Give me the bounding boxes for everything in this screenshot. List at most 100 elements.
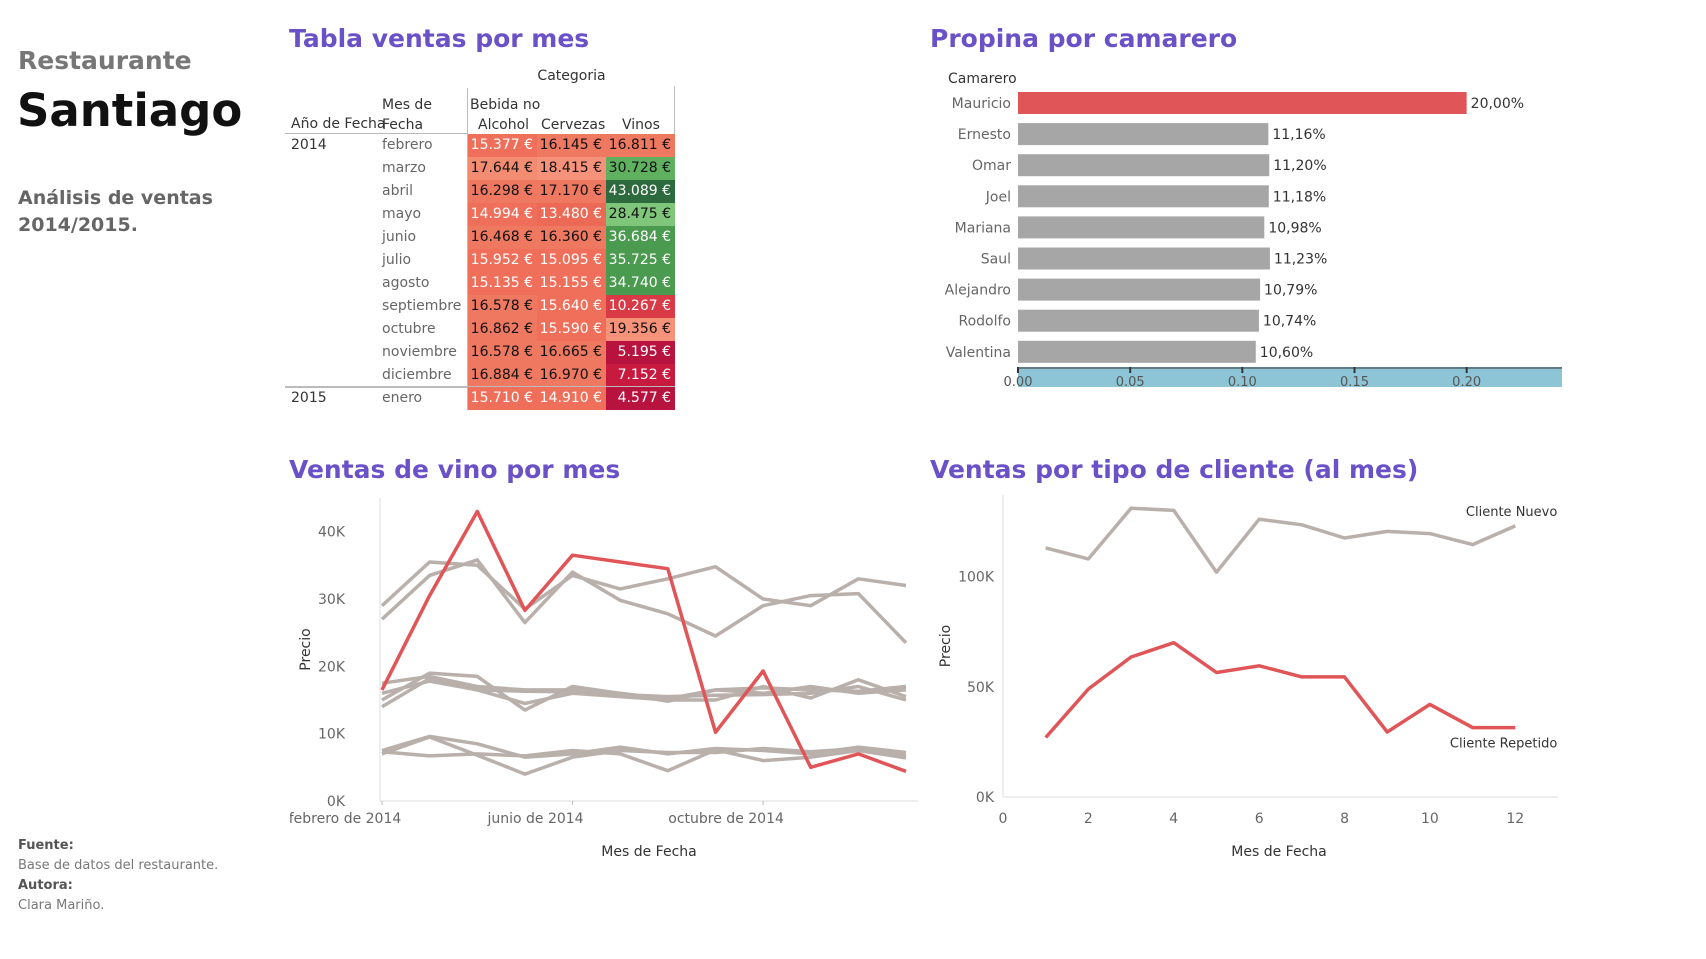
y-tick-label: 30K	[318, 592, 346, 608]
year-cell: 2015	[291, 390, 327, 406]
bar-category-label: Alejandro	[945, 283, 1011, 299]
header-underline	[285, 133, 468, 134]
month-cell: mayo	[382, 206, 422, 222]
dashboard-description: Análisis de ventas 2014/2015.	[18, 187, 213, 236]
bar[interactable]	[1018, 185, 1269, 208]
month-cell: octubre	[382, 321, 436, 337]
x-tick-label: junio de 2014	[486, 811, 583, 827]
col-header-bebida-line1: Bebida no	[470, 97, 541, 113]
month-cell: abril	[382, 183, 414, 199]
wine-chart-title: Ventas de vino por mes	[289, 455, 621, 484]
month-column-header-line2: Fecha	[382, 117, 424, 133]
value-cell: 28.475 €	[606, 203, 675, 226]
x-tick-label: 0	[999, 811, 1008, 827]
value-cell: 17.170 €	[537, 180, 606, 203]
y-tick-label: 40K	[318, 525, 346, 541]
bar-category-label: Rodolfo	[959, 314, 1012, 330]
bar-value-label: 10,79%	[1264, 283, 1317, 299]
x-tick-label: 8	[1340, 811, 1349, 827]
wine-line-chart: 0K 10K 20K 30K 40K febrero de 2014 junio de 20…	[290, 498, 918, 860]
month-cell: junio	[382, 229, 417, 245]
bar-value-label: 10,98%	[1268, 220, 1321, 236]
bar-value-label: 10,74%	[1263, 314, 1316, 330]
body-divider-left	[467, 134, 468, 410]
x-tick-label: 4	[1169, 811, 1178, 827]
x-tick-label: octubre de 2014	[668, 811, 784, 827]
value-cell: 16.578 €	[468, 341, 537, 364]
header-divider-left	[467, 88, 468, 134]
series-line[interactable]	[381, 676, 907, 709]
y-tick-label: 0K	[976, 790, 995, 806]
restaurant-label: Restaurante	[18, 46, 192, 75]
customer-line-chart: 0K 50K 100K 0 2 4 6 8 10 12 Mes de Fecha Precio Clie…	[938, 495, 1558, 860]
month-cell: julio	[382, 252, 412, 268]
value-cell: 15.952 €	[468, 249, 537, 272]
bar-category-label: Ernesto	[958, 127, 1011, 143]
month-cell: febrero	[382, 137, 433, 153]
bar-value-label: 11,18%	[1273, 189, 1326, 205]
x-tick-label: 6	[1255, 811, 1264, 827]
bar-category-label: Omar	[972, 158, 1011, 174]
category-axis-label: Camarero	[948, 71, 1017, 87]
series-line[interactable]	[381, 735, 907, 776]
y-tick-label: 0K	[327, 794, 346, 810]
bar[interactable]	[1018, 278, 1261, 301]
bar[interactable]	[1018, 123, 1269, 146]
bar-value-label: 10,60%	[1260, 345, 1313, 361]
value-cell: 16.468 €	[468, 226, 537, 249]
new-customer-line[interactable]	[1045, 506, 1517, 574]
x-tick-label: 0.00	[1004, 375, 1033, 390]
bar[interactable]	[1018, 154, 1270, 177]
value-cell: 19.356 €	[606, 318, 675, 341]
month-cell: noviembre	[382, 344, 457, 360]
value-cell: 34.740 €	[606, 272, 675, 295]
x-axis-band[interactable]	[1018, 367, 1562, 387]
month-cell: marzo	[382, 160, 426, 176]
x-tick-label: 0.15	[1340, 375, 1369, 390]
col-header-cervezas: Cervezas	[541, 117, 606, 133]
value-cell: 15.640 €	[537, 295, 606, 318]
series-line[interactable]	[380, 560, 907, 611]
x-axis-title: Mes de Fecha	[1231, 844, 1326, 860]
value-cell: 16.298 €	[468, 180, 537, 203]
value-cell: 17.644 €	[468, 157, 537, 180]
customer-chart-title: Ventas por tipo de cliente (al mes)	[930, 455, 1419, 484]
series-label: Cliente Repetido	[1450, 737, 1557, 752]
value-cell: 16.578 €	[468, 295, 537, 318]
bar[interactable]	[1018, 309, 1259, 332]
bar[interactable]	[1018, 340, 1256, 363]
value-cell: 15.590 €	[537, 318, 606, 341]
month-cell: enero	[382, 390, 423, 406]
year-cell: 2014	[291, 137, 327, 153]
value-cell: 13.480 €	[537, 203, 606, 226]
repeat-customer-line[interactable]	[1044, 640, 1516, 739]
bar[interactable]	[1018, 216, 1265, 239]
x-tick-label: 0.05	[1116, 375, 1145, 390]
tips-chart-title: Propina por camarero	[930, 24, 1238, 53]
column-group-header: Categoria	[537, 68, 606, 84]
series-line[interactable]	[380, 558, 908, 645]
bar-category-label: Mauricio	[952, 96, 1011, 112]
x-tick-label: 10	[1421, 811, 1439, 827]
highlight-series-line[interactable]	[380, 509, 907, 774]
x-tick-label: 0.10	[1228, 375, 1257, 390]
bar[interactable]	[1018, 247, 1270, 270]
source-label: Fuente	[18, 838, 69, 853]
value-cell: 16.360 €	[537, 226, 606, 249]
year-column-header: Año de Fecha	[291, 116, 386, 132]
y-tick-label: 10K	[318, 727, 346, 743]
y-axis-title: Precio	[298, 628, 314, 670]
value-cell: 16.145 €	[537, 134, 606, 157]
sales-table: Categoria Año de Fecha Mes de Fecha Bebida n…	[285, 62, 705, 422]
value-cell: 43.089 €	[606, 180, 675, 203]
value-cell: 16.811 €	[606, 134, 675, 157]
month-column-header-line1: Mes de	[382, 97, 432, 113]
bar[interactable]	[1018, 92, 1467, 114]
series-line[interactable]	[381, 748, 907, 773]
bar-category-label: Valentina	[946, 345, 1011, 361]
y-tick-label: 50K	[967, 680, 995, 696]
month-cell: agosto	[382, 275, 430, 291]
bar-category-label: Mariana	[955, 220, 1011, 236]
author-label: Autora:	[18, 878, 73, 893]
restaurant-name: Santiago	[17, 84, 243, 137]
